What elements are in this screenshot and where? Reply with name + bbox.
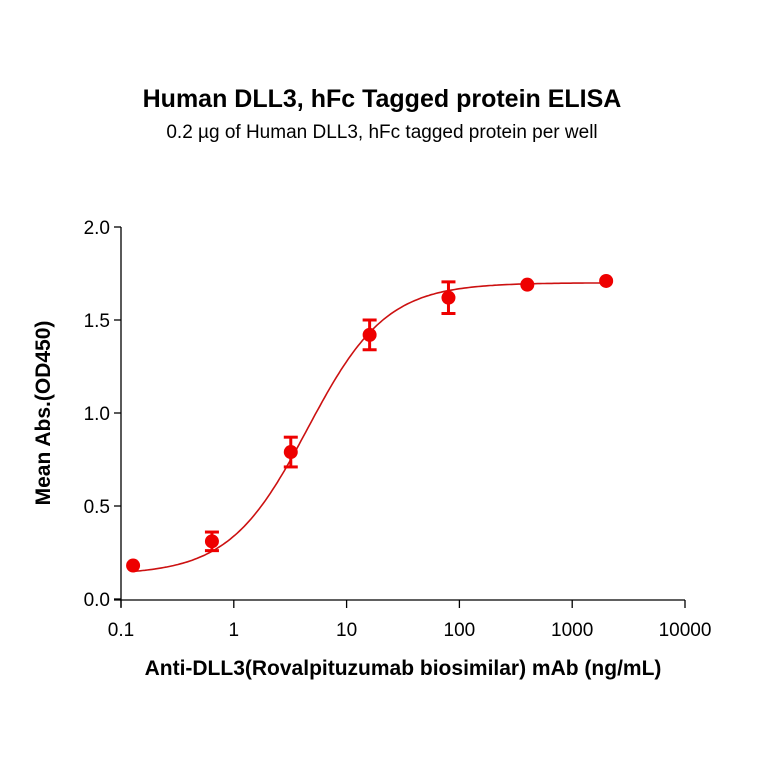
marker (441, 290, 456, 305)
marker (362, 327, 377, 342)
y-tick-label: 1.5 (84, 311, 110, 332)
y-tick-label: 0.0 (84, 590, 110, 611)
data-point (441, 280, 456, 315)
data-points (126, 273, 614, 573)
data-point (283, 435, 298, 469)
x-tick-label: 10 (336, 620, 357, 641)
y-axis-label: Mean Abs.(OD450) (32, 321, 55, 506)
data-point (204, 530, 219, 553)
x-tick-label: 10000 (659, 620, 712, 641)
y-tick-label: 1.0 (84, 404, 110, 425)
x-tick-label: 0.1 (108, 620, 134, 641)
x-tick-label: 100 (444, 620, 476, 641)
chart-subtitle: 0.2 µg of Human DLL3, hFc tagged protein… (166, 122, 598, 143)
data-point (599, 273, 614, 288)
x-tick-label: 1000 (551, 620, 593, 641)
y-tick-label: 0.5 (84, 497, 110, 518)
y-tick-label: 2.0 (84, 218, 110, 239)
data-point (126, 558, 141, 573)
chart-title: Human DLL3, hFc Tagged protein ELISA (142, 85, 622, 113)
marker (520, 277, 535, 292)
x-tick-label: 1 (229, 620, 240, 641)
data-point (520, 277, 535, 292)
marker (126, 558, 141, 573)
axes: 0.0 0.5 1.0 1.5 2.0 0.1 1 10 100 1000 10000 (84, 218, 712, 641)
x-axis-label: Anti-DLL3(Rovalpituzumab biosimilar) mAb… (145, 657, 662, 680)
marker (283, 445, 298, 460)
marker (599, 273, 614, 288)
marker (204, 534, 219, 549)
data-point (362, 318, 377, 352)
